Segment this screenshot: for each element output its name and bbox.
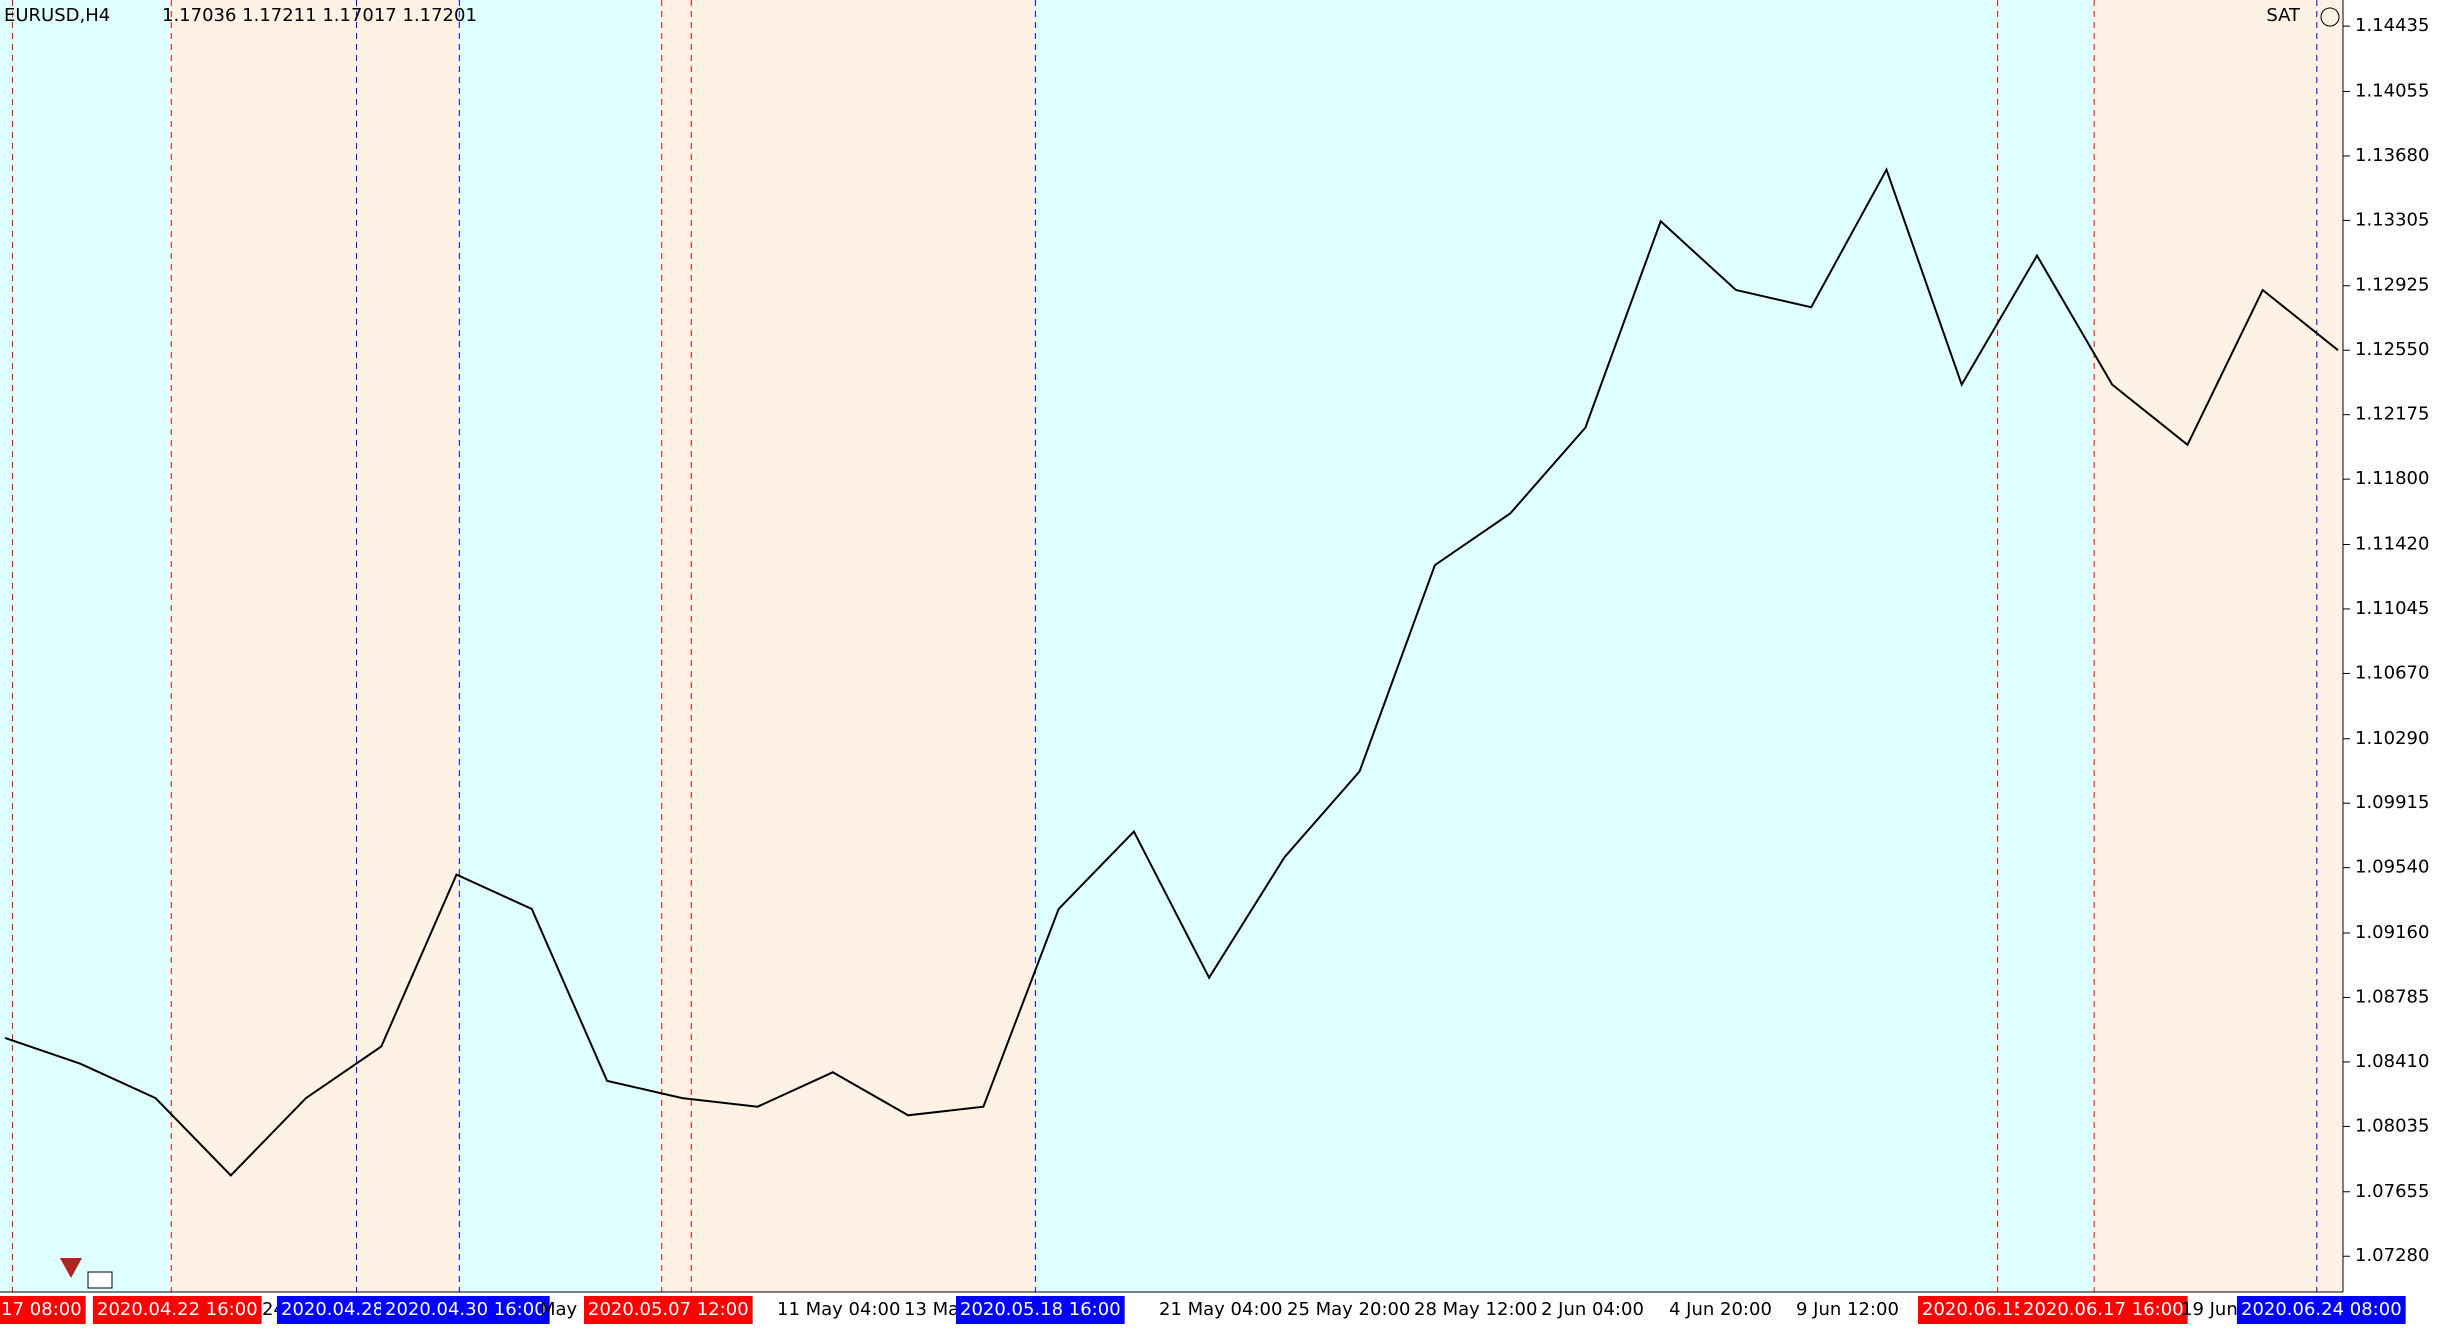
x-tick-label: 4.17 08:00 <box>0 1299 82 1320</box>
session-band <box>459 0 662 1292</box>
y-tick-label: 1.11045 <box>2355 598 2429 619</box>
x-tick-label: 4 Jun 20:00 <box>1669 1299 1772 1320</box>
y-tick-label: 1.11420 <box>2355 533 2429 554</box>
smiley-icon[interactable] <box>2320 7 2340 27</box>
y-tick-label: 1.08410 <box>2355 1051 2429 1072</box>
mail-icon[interactable] <box>87 1271 113 1289</box>
y-tick-label: 1.07655 <box>2355 1181 2429 1202</box>
y-tick-label: 1.12175 <box>2355 404 2429 425</box>
x-tick-label: 21 May 04:00 <box>1159 1299 1282 1320</box>
x-tick-label: 2020.06.24 08:00 <box>2241 1299 2402 1320</box>
x-tick-box <box>956 1296 1125 1324</box>
x-tick-label: 2 Jun 04:00 <box>1541 1299 1644 1320</box>
x-tick-label: 25 May 20:00 <box>1287 1299 1410 1320</box>
x-tick-label: 2020.06.17 16:00 <box>2023 1299 2184 1320</box>
session-band <box>171 0 460 1292</box>
x-tick-label: 2020.06.15 <box>1922 1299 2025 1320</box>
y-tick-label: 1.09160 <box>2355 922 2429 943</box>
y-tick-label: 1.08035 <box>2355 1115 2429 1136</box>
price-line <box>4 167 2339 1177</box>
x-tick-label: 2020.05.07 12:00 <box>588 1299 749 1320</box>
session-band <box>2094 0 2344 1292</box>
x-tick-label: 11 May 04:00 <box>777 1299 900 1320</box>
session-band <box>1035 0 2095 1292</box>
ohlc: 1.17036 1.17211 1.17017 1.17201 <box>162 5 477 26</box>
x-tick-label: 2020.05.18 16:00 <box>960 1299 1121 1320</box>
session-band <box>0 0 172 1292</box>
day-label: SAT <box>2266 5 2301 26</box>
x-tick-box <box>93 1296 262 1324</box>
y-tick-label: 1.12550 <box>2355 339 2429 360</box>
x-tick-label: 2020.04.22 16:00 <box>97 1299 258 1320</box>
y-tick-label: 1.09540 <box>2355 857 2429 878</box>
x-tick-label: 2020.04.28 <box>281 1299 384 1320</box>
x-tick-box <box>381 1296 550 1324</box>
sell-arrow <box>60 1258 82 1278</box>
x-tick-box <box>1918 1296 2030 1324</box>
x-tick-label: 28 May 12:00 <box>1414 1299 1537 1320</box>
symbol: EURUSD,H4 <box>4 5 110 26</box>
x-tick-label: 13 May <box>904 1299 970 1320</box>
y-tick-label: 1.14055 <box>2355 80 2429 101</box>
x-tick-box <box>584 1296 753 1324</box>
session-band <box>661 0 1036 1292</box>
y-tick-label: 1.13305 <box>2355 209 2429 230</box>
y-tick-label: 1.13680 <box>2355 145 2429 166</box>
y-tick-label: 1.10290 <box>2355 728 2429 749</box>
y-tick-label: 1.14435 <box>2355 15 2429 36</box>
x-tick-box <box>0 1296 86 1324</box>
y-tick-label: 1.10670 <box>2355 662 2429 683</box>
y-tick-label: 1.09915 <box>2355 792 2429 813</box>
x-tick-box <box>277 1296 389 1324</box>
y-tick-label: 1.11800 <box>2355 468 2429 489</box>
session-bands <box>0 0 2344 1292</box>
x-tick-label: 19 Jun <box>2181 1299 2238 1320</box>
x-tick-label: 2020.04.30 16:00 <box>385 1299 546 1320</box>
x-tick-label: 9 Jun 12:00 <box>1796 1299 1899 1320</box>
y-tick-label: 1.08785 <box>2355 986 2429 1007</box>
x-tick-box <box>2237 1296 2406 1324</box>
x-tick-box <box>2019 1296 2188 1324</box>
y-tick-label: 1.07280 <box>2355 1245 2429 1266</box>
x-tick-label: May 2 <box>540 1299 594 1320</box>
y-tick-label: 1.12925 <box>2355 275 2429 296</box>
